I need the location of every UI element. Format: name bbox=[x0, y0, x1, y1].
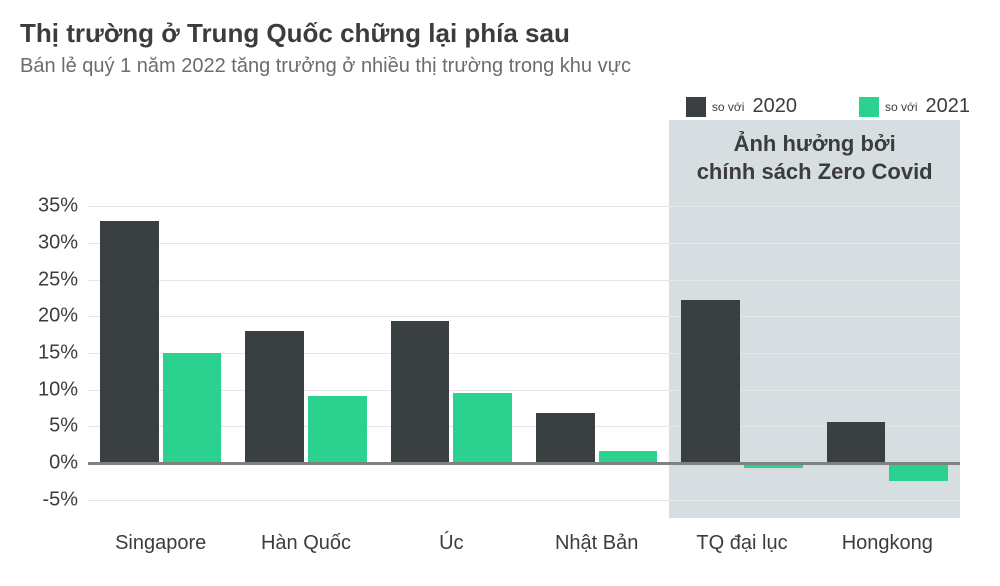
bar bbox=[536, 413, 595, 463]
bar bbox=[100, 221, 159, 463]
legend-swatch-vs2020 bbox=[686, 97, 706, 117]
legend-prefix: so với bbox=[885, 100, 918, 114]
legend-year-2020: 2020 bbox=[752, 95, 797, 118]
y-tick-label: 0% bbox=[49, 452, 88, 475]
bar bbox=[453, 393, 512, 463]
chart-legend: so với 2020 so với 2021 bbox=[686, 95, 970, 118]
bar bbox=[889, 463, 948, 481]
gridline bbox=[88, 243, 960, 244]
bar bbox=[827, 422, 886, 463]
y-tick-label: 30% bbox=[38, 232, 88, 255]
y-tick-label: 5% bbox=[49, 415, 88, 438]
y-tick-label: 35% bbox=[38, 195, 88, 218]
legend-item-vs2020: so với 2020 bbox=[686, 95, 797, 118]
bar bbox=[681, 300, 740, 463]
gridline bbox=[88, 500, 960, 501]
bar bbox=[391, 321, 450, 463]
chart-plot-area: Ảnh hưởng bởichính sách Zero Covid-5%0%5… bbox=[88, 188, 960, 518]
gridline bbox=[88, 280, 960, 281]
legend-swatch-vs2021 bbox=[859, 97, 879, 117]
chart: Ảnh hưởng bởichính sách Zero Covid -5% 0% 5… bbox=[20, 120, 980, 566]
y-tick-label: 20% bbox=[38, 305, 88, 328]
x-tick-label: Hàn Quốc bbox=[261, 532, 351, 555]
bar bbox=[308, 396, 367, 463]
page-subtitle: Bán lẻ quý 1 năm 2022 tăng trưởng ở nhiề… bbox=[20, 55, 980, 78]
y-tick-label: 15% bbox=[38, 342, 88, 365]
zero-line bbox=[88, 462, 960, 465]
annotation-text: Ảnh hưởng bởichính sách Zero Covid bbox=[675, 130, 955, 185]
x-tick-label: Nhật Bản bbox=[555, 532, 638, 555]
y-tick-label: 10% bbox=[38, 378, 88, 401]
legend-year-2021: 2021 bbox=[926, 95, 971, 118]
x-tick-label: Singapore bbox=[115, 532, 206, 555]
x-tick-label: Hongkong bbox=[842, 532, 933, 555]
y-tick-label: 25% bbox=[38, 268, 88, 291]
gridline bbox=[88, 316, 960, 317]
page-title: Thị trường ở Trung Quốc chững lại phía s… bbox=[20, 18, 980, 49]
bar bbox=[163, 353, 222, 463]
bar bbox=[245, 331, 304, 463]
x-tick-label: TQ đại lục bbox=[696, 532, 787, 555]
legend-item-vs2021: so với 2021 bbox=[859, 95, 970, 118]
gridline bbox=[88, 206, 960, 207]
y-tick-label: -5% bbox=[42, 488, 88, 511]
x-tick-label: Úc bbox=[439, 532, 463, 555]
legend-prefix: so với bbox=[712, 100, 745, 114]
